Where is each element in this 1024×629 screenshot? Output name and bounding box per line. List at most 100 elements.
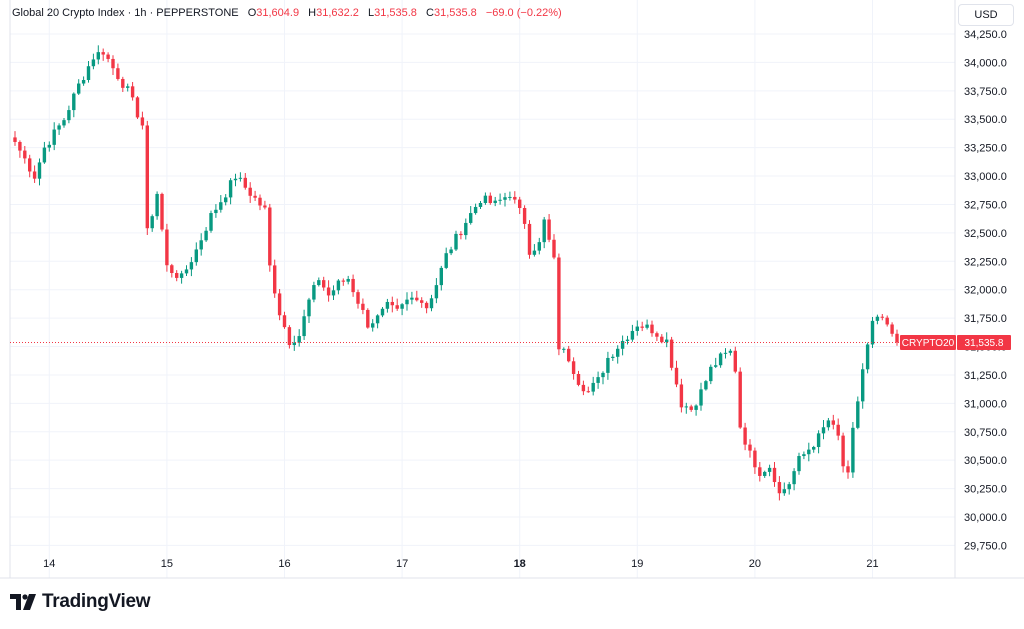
price-tick-label: 30,250.0 (964, 484, 1007, 496)
candle (375, 314, 380, 329)
candle (542, 216, 546, 249)
candle-body (885, 317, 889, 325)
candle (341, 278, 345, 286)
candle (748, 439, 752, 458)
candle (361, 298, 365, 315)
candle-body (581, 384, 586, 392)
candle-body (204, 230, 208, 241)
symbol-title[interactable]: Global 20 Crypto Index · 1h · PEPPERSTON… (12, 7, 239, 19)
candle (851, 422, 855, 478)
candle (214, 204, 218, 218)
candle (684, 402, 688, 414)
candle-body (767, 467, 772, 472)
candle-body (434, 285, 439, 299)
candle-body (743, 427, 747, 445)
candle (821, 419, 826, 440)
candle-body (224, 197, 228, 203)
candle-body (145, 125, 149, 229)
candle-body (478, 202, 483, 207)
candle-body (459, 233, 463, 236)
candle (126, 83, 130, 92)
price-tick-label: 33,250.0 (964, 143, 1007, 155)
candle-body (277, 293, 282, 316)
currency-selector[interactable]: USD (958, 4, 1014, 26)
candle (586, 386, 590, 393)
candle-body (380, 308, 385, 316)
candle-body (32, 171, 37, 179)
candle-body (709, 366, 713, 382)
tradingview-logo[interactable]: TradingView (10, 591, 151, 613)
candle-body (591, 382, 595, 392)
candle-body (155, 193, 159, 217)
price-tick-label: 33,750.0 (964, 86, 1007, 98)
candle-body (571, 361, 576, 374)
time-axis[interactable]: 14 15 16 17 18 19 20 21 (43, 558, 878, 570)
candle-body (802, 454, 806, 457)
candle (405, 292, 409, 311)
candle (91, 53, 96, 70)
candle-body (508, 196, 512, 198)
time-tick-label: 16 (278, 558, 290, 570)
candle-body (875, 316, 880, 321)
symbol-legend[interactable]: Global 20 Crypto Index · 1h · PEPPERSTON… (12, 7, 562, 19)
candle (537, 237, 541, 255)
candle-body (601, 372, 605, 378)
candle (787, 481, 791, 495)
candle (567, 345, 571, 363)
candle-body (449, 249, 453, 254)
candle-body (405, 299, 409, 305)
candle (81, 76, 86, 86)
candle-body (679, 384, 684, 408)
candle (297, 329, 301, 347)
candle (532, 244, 537, 257)
symbol-tag-bg (900, 334, 956, 350)
candle-body (723, 352, 728, 354)
candle (498, 193, 502, 205)
candle (37, 158, 42, 186)
candle (135, 96, 140, 119)
candle-body (831, 420, 835, 425)
candle (410, 291, 414, 305)
candle-body (282, 315, 287, 328)
candle-body (371, 323, 375, 328)
candle (155, 191, 159, 220)
candle (420, 297, 424, 308)
candle-body (718, 353, 723, 366)
candle (483, 192, 488, 205)
candle-body (841, 435, 845, 467)
candle (62, 117, 66, 128)
candle (763, 470, 767, 478)
candle-body (126, 86, 130, 88)
candle (106, 52, 110, 63)
change-value: −69.0 (−0.22%) (485, 7, 562, 19)
candle (816, 430, 821, 454)
candle (111, 55, 115, 75)
candle-body (307, 299, 311, 317)
candle-body (77, 83, 81, 94)
price-axis[interactable]: 34,250.0 34,000.0 33,750.0 33,500.0 33,250.0… (964, 29, 1007, 552)
candle (812, 445, 816, 453)
candle-body (361, 303, 365, 310)
chart-grid (10, 0, 955, 578)
low-label: L (367, 7, 375, 19)
candle-body (645, 324, 649, 328)
axes (0, 0, 1024, 579)
candle (527, 220, 532, 259)
candle-body (856, 401, 860, 428)
candle (371, 319, 375, 332)
candle (454, 230, 458, 251)
candle-body (390, 301, 394, 306)
candle-body (699, 389, 703, 406)
candle-body (547, 219, 551, 240)
candle-body (439, 267, 443, 286)
candle-body (52, 129, 56, 145)
candle-body (351, 278, 355, 293)
high-value: 31,632.2 (316, 7, 359, 19)
candle (302, 309, 306, 340)
candle-body (238, 177, 243, 179)
candle (96, 45, 100, 65)
candle (439, 265, 443, 291)
candle (292, 335, 296, 351)
price-tick-label: 33,000.0 (964, 171, 1007, 183)
